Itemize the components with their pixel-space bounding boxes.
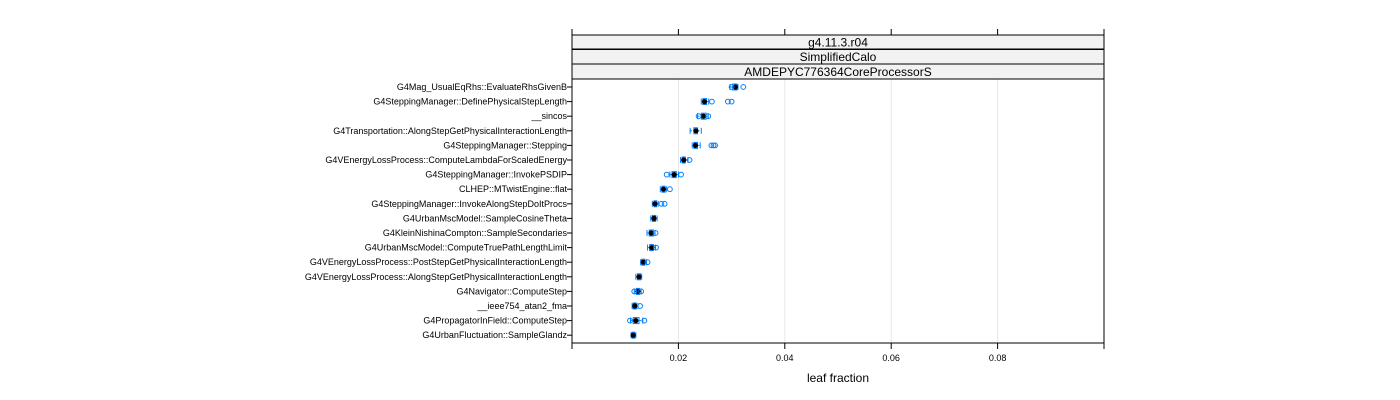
box-row-11 bbox=[647, 244, 659, 252]
median-dot-10 bbox=[648, 230, 654, 236]
median-dot-2 bbox=[700, 113, 707, 119]
strip-headers: g4.11.3.r04 SimplifiedCalo AMDEPYC776364… bbox=[571, 34, 1105, 80]
median-dot-4 bbox=[692, 142, 699, 148]
y-axis-labels: G4Mag_UsualEqRhs::EvaluateRhsGivenBG4Ste… bbox=[305, 82, 572, 340]
box-row-5 bbox=[680, 156, 693, 164]
outlier-15-0 bbox=[637, 303, 643, 309]
box-row-0 bbox=[728, 83, 747, 91]
y-tick-label-14: G4Navigator::ComputeStep bbox=[456, 286, 567, 296]
box-row-13 bbox=[635, 273, 643, 281]
outlier-5-0 bbox=[686, 157, 693, 163]
outlier-6-1 bbox=[678, 171, 684, 178]
median-dot-9 bbox=[651, 215, 657, 221]
outlier-8-0 bbox=[658, 200, 665, 207]
box-16 bbox=[632, 317, 640, 325]
strip-2-label: AMDEPYC776364CoreProcessorS bbox=[744, 65, 931, 79]
outlier-1-0 bbox=[709, 98, 715, 105]
outlier-4-0 bbox=[708, 142, 715, 149]
box-row-16 bbox=[627, 317, 648, 325]
box-marks bbox=[627, 83, 747, 339]
box-row-14 bbox=[631, 287, 645, 295]
panel-frame bbox=[571, 78, 1105, 344]
outlier-8-1 bbox=[661, 200, 668, 207]
box-row-4 bbox=[691, 141, 719, 149]
outlier-16-1 bbox=[641, 317, 648, 324]
outlier-4-2 bbox=[712, 142, 719, 149]
outlier-14-1 bbox=[638, 288, 645, 295]
y-tick-label-10: G4KleinNishinaCompton::SampleSecondaries bbox=[383, 228, 568, 238]
strip-1-label: SimplifiedCalo bbox=[800, 50, 877, 64]
box-row-8 bbox=[651, 200, 668, 208]
box-row-7 bbox=[659, 185, 673, 193]
outlier-10-0 bbox=[652, 230, 659, 236]
x-tick-label-0: 0.02 bbox=[670, 353, 688, 363]
median-dot-12 bbox=[640, 259, 646, 265]
outlier-6-0 bbox=[663, 171, 670, 178]
y-tick-label-4: G4SteppingManager::Stepping bbox=[443, 140, 567, 150]
y-tick-label-12: G4VEnergyLossProcess::PostStepGetPhysica… bbox=[310, 257, 567, 267]
x-tick-label-1: 0.04 bbox=[776, 353, 794, 363]
y-tick-label-7: CLHEP::MTwistEngine::flat bbox=[459, 184, 568, 194]
outlier-11-0 bbox=[653, 244, 659, 251]
x-axis: 0.02 0.04 0.06 0.08 bbox=[571, 29, 1105, 363]
box-row-2 bbox=[695, 112, 712, 120]
y-tick-label-9: G4UrbanMscModel::SampleCosineTheta bbox=[403, 213, 567, 223]
box-row-1 bbox=[700, 98, 735, 106]
outlier-14-0 bbox=[631, 288, 638, 295]
y-tick-label-11: G4UrbanMscModel::ComputeTruePathLengthLi… bbox=[365, 243, 568, 253]
strip-0-label: g4.11.3.r04 bbox=[808, 36, 868, 50]
median-dot-6 bbox=[671, 172, 677, 178]
outlier-7-0 bbox=[666, 186, 673, 193]
median-dot-8 bbox=[652, 201, 658, 207]
y-tick-label-8: G4SteppingManager::InvokeAlongStepDoItPr… bbox=[371, 199, 567, 209]
box-row-12 bbox=[640, 258, 651, 266]
outlier-2-0 bbox=[695, 113, 702, 120]
y-tick-label-5: G4VEnergyLossProcess::ComputeLambdaForSc… bbox=[325, 155, 567, 165]
outlier-2-1 bbox=[705, 113, 712, 120]
outlier-0-0 bbox=[728, 84, 735, 90]
grid-lines bbox=[677, 79, 999, 343]
box-row-15 bbox=[631, 302, 643, 310]
y-tick-label-15: __ieee754_atan2_fma bbox=[476, 301, 567, 311]
median-dot-15 bbox=[632, 303, 638, 309]
x-axis-label: leaf fraction bbox=[807, 371, 869, 385]
box-row-3 bbox=[689, 127, 702, 135]
outlier-16-0 bbox=[627, 317, 633, 324]
x-tick-label-3: 0.08 bbox=[989, 353, 1007, 363]
median-dot-11 bbox=[649, 245, 655, 251]
median-dot-5 bbox=[681, 157, 687, 163]
box-row-6 bbox=[663, 171, 684, 179]
y-tick-label-2: __sincos bbox=[530, 111, 567, 121]
median-dot-7 bbox=[660, 186, 667, 192]
median-dot-1 bbox=[701, 99, 708, 105]
median-dot-3 bbox=[693, 128, 699, 134]
median-dot-16 bbox=[633, 318, 639, 324]
box-row-17 bbox=[630, 331, 637, 339]
median-dot-13 bbox=[636, 274, 642, 280]
box-row-10 bbox=[646, 229, 659, 237]
y-tick-label-16: G4PropagatorInField::ComputeStep bbox=[423, 316, 567, 326]
outlier-0-1 bbox=[740, 84, 747, 90]
outlier-1-2 bbox=[728, 98, 735, 105]
y-tick-label-1: G4SteppingManager::DefinePhysicalStepLen… bbox=[373, 97, 567, 107]
box-row-9 bbox=[650, 214, 658, 222]
y-tick-label-3: G4Transportation::AlongStepGetPhysicalIn… bbox=[333, 126, 567, 136]
y-tick-label-6: G4SteppingManager::InvokePSDIP bbox=[425, 170, 567, 180]
outlier-1-1 bbox=[724, 98, 731, 105]
y-tick-label-13: G4VEnergyLossProcess::AlongStepGetPhysic… bbox=[305, 272, 567, 282]
x-tick-label-2: 0.06 bbox=[882, 353, 900, 363]
median-dot-17 bbox=[630, 332, 636, 338]
outlier-12-0 bbox=[644, 259, 651, 266]
y-tick-label-17: G4UrbanFluctuation::SampleGlandz bbox=[422, 330, 567, 340]
y-tick-label-0: G4Mag_UsualEqRhs::EvaluateRhsGivenB bbox=[397, 82, 567, 92]
